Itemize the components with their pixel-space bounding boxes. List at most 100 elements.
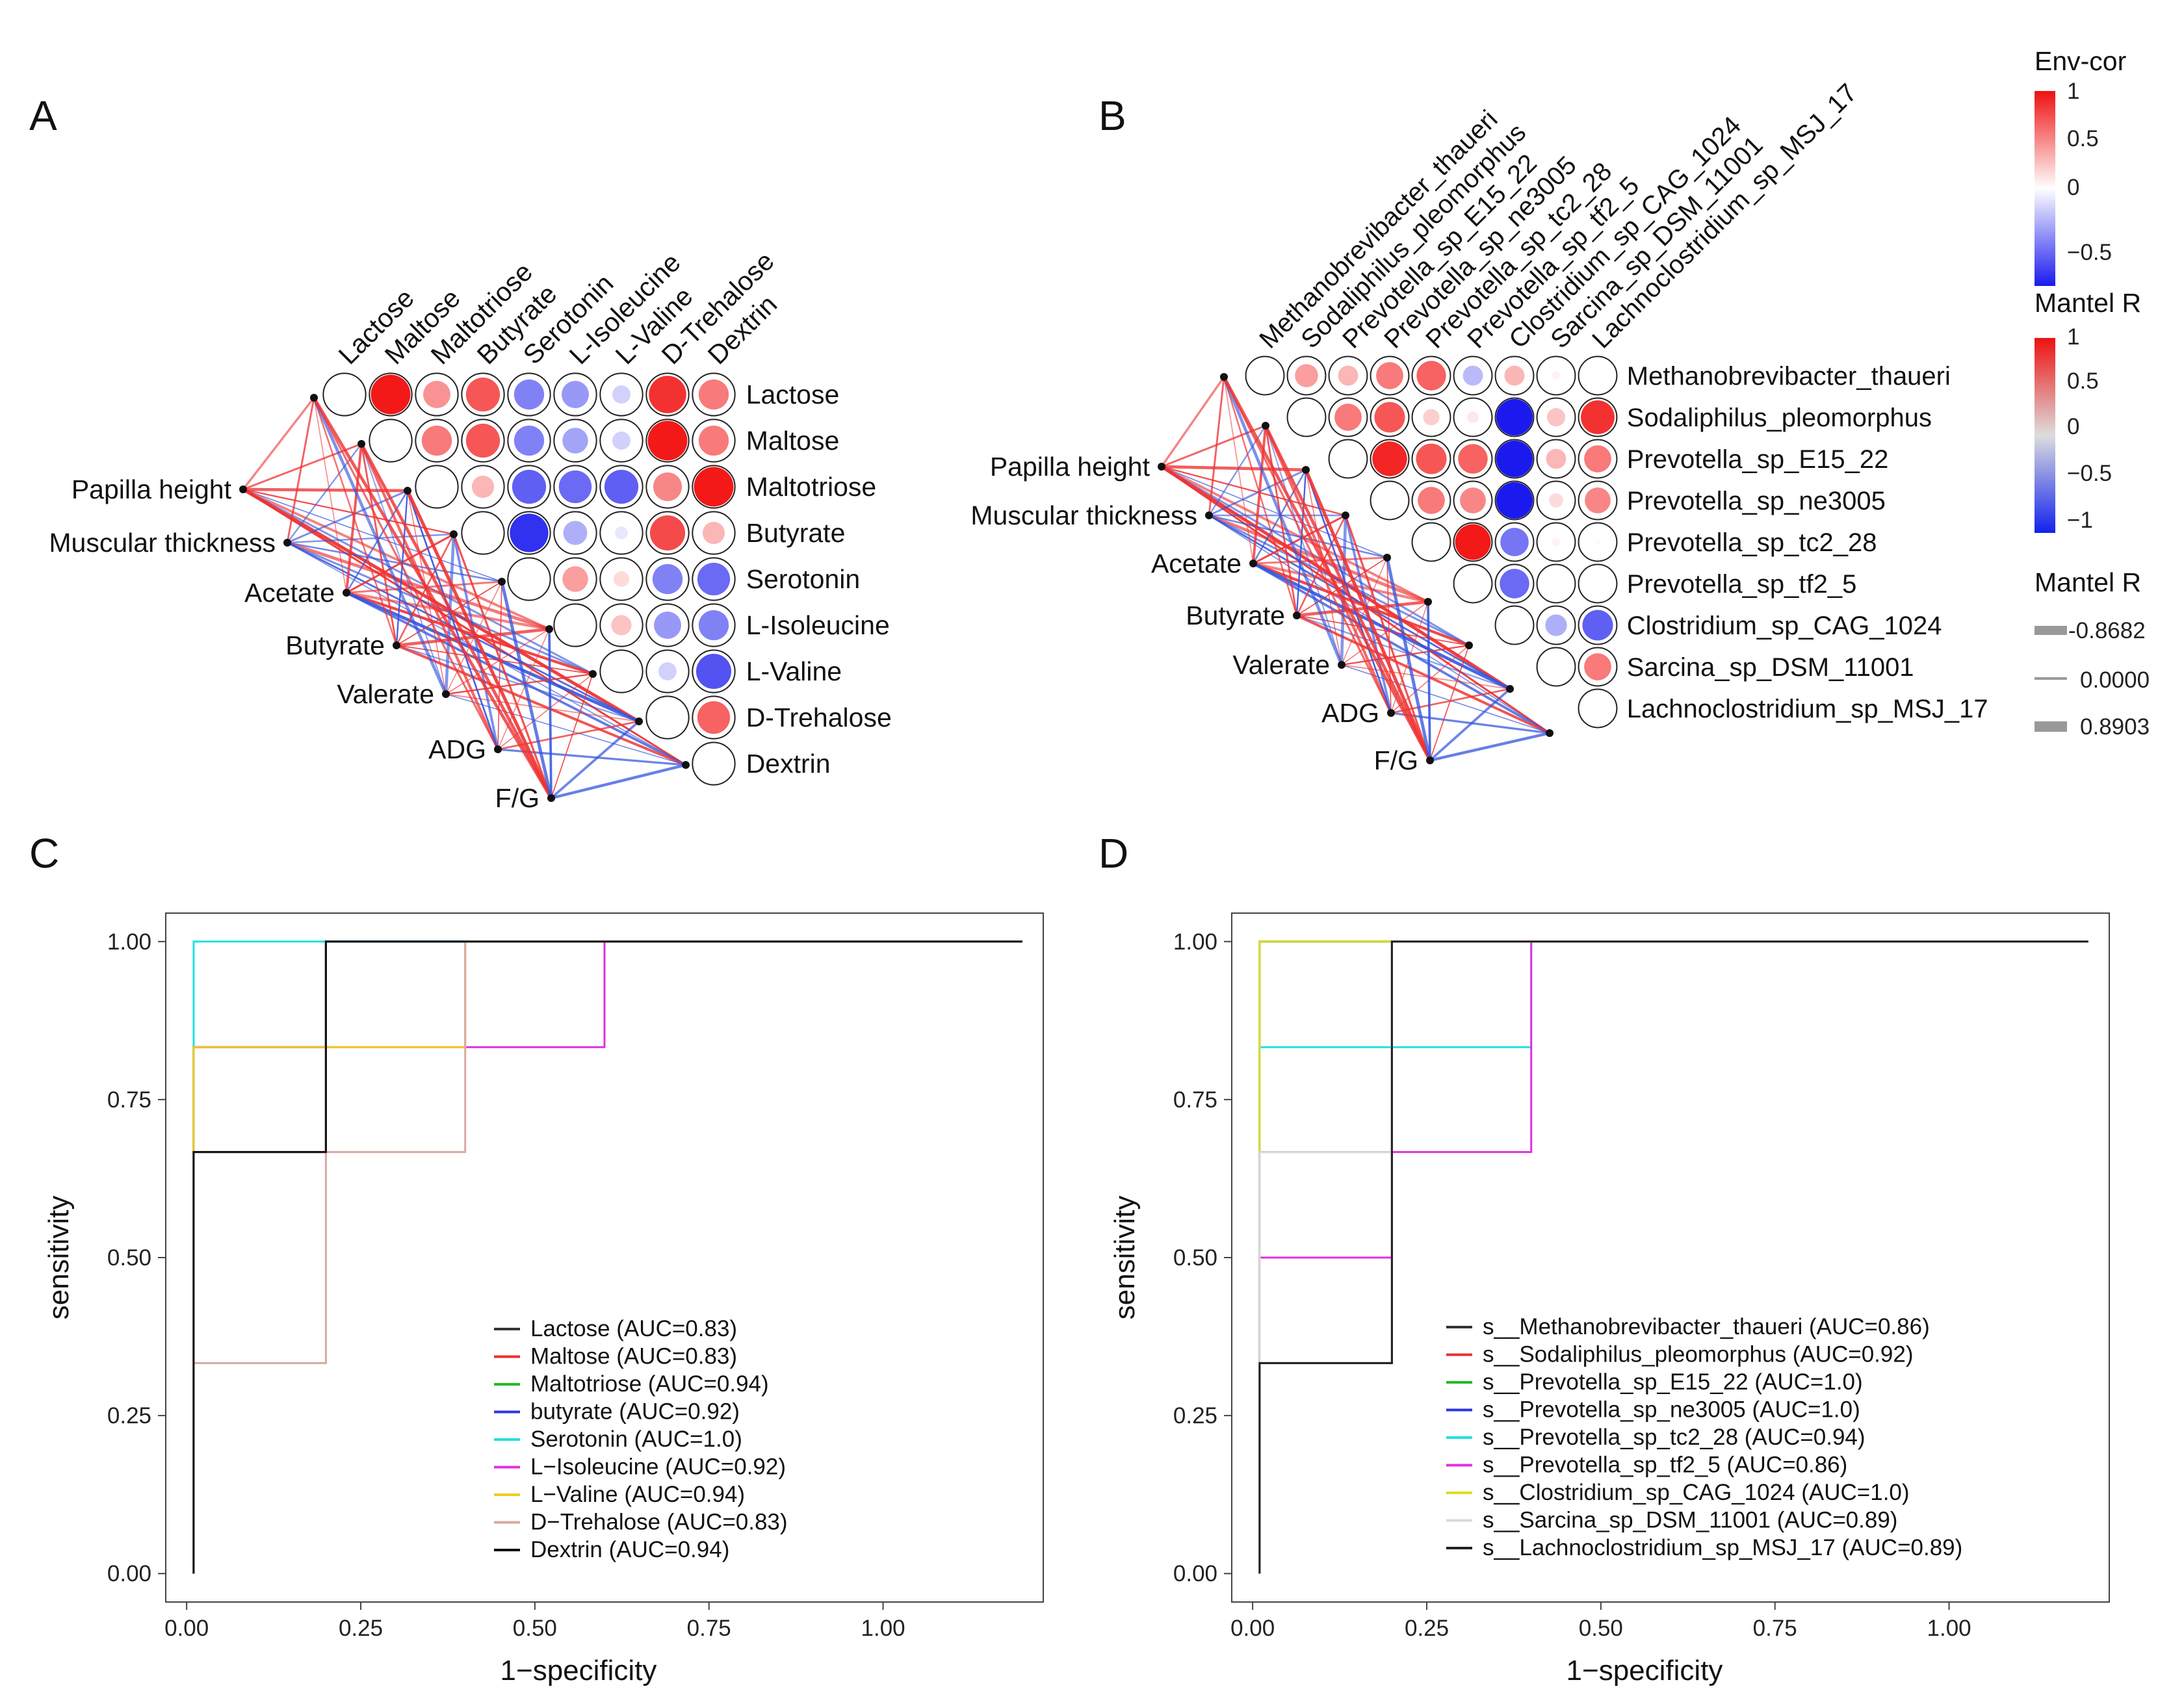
mantel-size-swatch-2 [2034, 677, 2067, 680]
row-label: Sarcina_sp_DSM_11001 [1627, 653, 1914, 682]
mantel-link [346, 591, 640, 723]
panel-d-roc-chart: 0.00 0.25 0.50 0.75 1.00 0.00 0.25 0.50 0.75 1.00… [1109, 912, 2110, 1687]
heatmap-cell-value [613, 571, 630, 588]
env-node [494, 745, 502, 753]
envcor-tick-3: 0 [2067, 175, 2079, 200]
mantel-link [1296, 614, 1550, 734]
heatmap-cell-value [612, 432, 630, 450]
env-node [393, 641, 400, 649]
mantel-link [1223, 376, 1392, 714]
mantel-link [242, 488, 593, 675]
heatmap-cell-value [1496, 398, 1533, 436]
legend-entry: Lactose (AUC=0.83) [530, 1316, 737, 1341]
row-label: Maltotriose [746, 472, 877, 502]
legend-entry: L−Valine (AUC=0.94) [530, 1482, 745, 1507]
mantel-link [1222, 376, 1344, 666]
column-node [1262, 422, 1269, 430]
legend-entry: s__Prevotella_sp_ne3005 (AUC=1.0) [1483, 1397, 1860, 1423]
heatmap-cell-value [697, 701, 731, 734]
mantel-link [1304, 469, 1432, 762]
legend-entry: Dextrin (AUC=0.94) [530, 1537, 729, 1562]
row-label: Methanobrevibacter_thaueri [1627, 362, 1951, 391]
heatmap-cell-value [698, 425, 729, 456]
heatmap-cell [1411, 522, 1451, 562]
legend-entry: s__Methanobrevibacter_thaueri (AUC=0.86) [1483, 1314, 1930, 1339]
heatmap-cell-value [465, 423, 500, 458]
heatmap-cell-value [698, 610, 729, 641]
heatmap-cell-value [694, 467, 734, 507]
mantel-link [1340, 515, 1347, 666]
heatmap-cell-value [611, 615, 632, 636]
env-label: ADG [1321, 698, 1379, 728]
heatmap-cell-value [652, 563, 683, 595]
mantel-link [1385, 557, 1432, 761]
heatmap-cell-value [562, 381, 589, 408]
heatmap-cell-value [1455, 524, 1491, 560]
x-tick-label: 0.75 [1753, 1616, 1797, 1641]
heatmap-cell-value [1416, 443, 1447, 474]
mantel-link [1161, 465, 1429, 603]
heatmap-cell-value [423, 381, 450, 408]
mantel-link [1296, 614, 1511, 690]
mantel-link [1223, 376, 1254, 564]
mantel-size-label-2: 0.0000 [2080, 667, 2150, 693]
heatmap-cell-value [558, 470, 592, 504]
y-tick-label: 1.00 [1173, 929, 1217, 955]
mantel-link [1296, 600, 1429, 617]
env-label: Papilla height [990, 452, 1150, 482]
mantel-link [500, 581, 553, 799]
row-label: Butyrate [746, 518, 846, 548]
heatmap-cell [1370, 480, 1410, 521]
x-tick-label: 1.00 [861, 1616, 905, 1641]
column-node [1465, 641, 1473, 649]
mantel-size-label-3: 0.8903 [2080, 714, 2150, 740]
mantel-link [406, 490, 499, 750]
envcor-tick-2: 0.5 [2067, 126, 2099, 151]
heatmap-cell-value [465, 377, 500, 412]
panel-a-mantel-links [242, 396, 686, 800]
heatmap-cell-value [1500, 569, 1529, 599]
x-axis-title: 1−specificity [1566, 1655, 1723, 1687]
mantel-link [497, 628, 550, 750]
mantel-link [1265, 425, 1342, 666]
y-tick-label: 0.75 [107, 1087, 151, 1113]
y-tick-label: 0.75 [1173, 1087, 1217, 1113]
mantel-link [1429, 645, 1470, 761]
heatmap-cell [553, 603, 597, 647]
env-node [547, 794, 555, 802]
mantel-link [396, 645, 593, 675]
mantel-link [286, 397, 315, 543]
env-node [1205, 511, 1213, 519]
mantel-link [1344, 515, 1431, 761]
mantel-link [287, 533, 454, 544]
heatmap-cell-value [697, 562, 731, 596]
heatmap-cell-value [696, 653, 732, 690]
heatmap-cell-value [1372, 441, 1407, 476]
row-label: Lactose [746, 380, 840, 409]
legend-entry: D−Trehalose (AUC=0.83) [530, 1510, 788, 1535]
heatmap-cell-value [698, 379, 729, 410]
mantel-link [1208, 376, 1225, 516]
heatmap-cell-value [370, 374, 411, 415]
mantel-link [1161, 465, 1306, 472]
heatmap-cell-value [471, 475, 495, 498]
mantel-link [1341, 557, 1388, 666]
row-label: Prevotella_sp_ne3005 [1627, 487, 1886, 515]
mantel-size-label-1: -0.8682 [2068, 618, 2146, 643]
mantel-link [1429, 731, 1550, 762]
heatmap-cell-value [604, 469, 639, 504]
mantel-link [548, 628, 552, 799]
heatmap-cell [415, 465, 459, 509]
column-node [635, 717, 643, 725]
env-node [1293, 612, 1301, 619]
env-node [1338, 661, 1346, 669]
mantel-link [396, 644, 640, 723]
column-node [1220, 373, 1228, 381]
row-label: Serotonin [746, 564, 861, 594]
heatmap-cell [599, 649, 644, 693]
y-tick-label: 0.50 [107, 1245, 151, 1271]
mantel-link [359, 443, 553, 799]
mantel-link [360, 443, 499, 750]
legend-entry: butyrate (AUC=0.92) [530, 1399, 740, 1425]
env-label: Butyrate [285, 630, 385, 660]
